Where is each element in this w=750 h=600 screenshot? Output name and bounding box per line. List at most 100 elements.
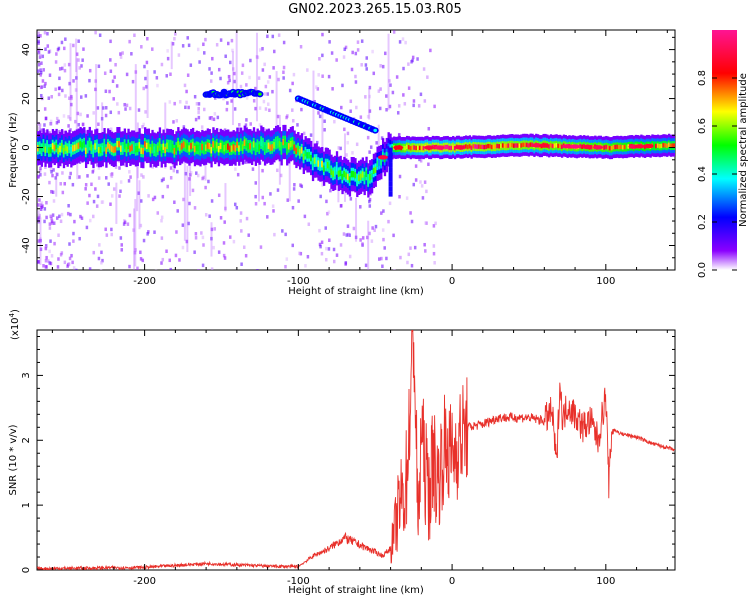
heatmap-noise-cell <box>84 187 87 191</box>
heatmap-ridge-cell <box>660 143 663 149</box>
heatmap-noise-cell <box>146 232 149 236</box>
heatmap-noise-cell <box>38 213 41 218</box>
heatmap-noise-cell <box>254 106 257 111</box>
heatmap-ridge-cell <box>346 173 350 181</box>
heatmap-ridge-cell <box>334 169 337 177</box>
heatmap-noise-cell <box>215 43 219 47</box>
heatmap-noise-cell <box>57 92 61 97</box>
colorbar-ticks: 0.0 0.2 0.4 0.6 0.8 <box>697 70 737 278</box>
heatmap-noise-cell <box>169 267 172 270</box>
heatmap-ridge-cell <box>527 143 531 148</box>
heatmap-noise-cell <box>333 119 336 124</box>
heatmap-peak-cell <box>377 155 388 160</box>
heatmap-noise-cell <box>404 40 407 45</box>
heatmap-ridge-cell <box>322 165 326 172</box>
heatmap-noise-cell <box>223 220 226 224</box>
heatmap-ridge-cell <box>68 143 71 151</box>
heatmap-ridge-cell <box>500 143 503 149</box>
heatmap-ridge-cell <box>188 145 191 152</box>
heatmap-peak-cell <box>582 144 593 150</box>
heatmap-noise-cell <box>168 100 172 104</box>
heatmap-noise-cell <box>414 178 418 182</box>
heatmap-noise-streak <box>367 220 370 270</box>
heatmap-noise-cell <box>164 269 167 270</box>
heatmap-noise-cell <box>432 224 436 228</box>
heatmap-noise-cell <box>183 83 187 88</box>
heatmap-ridge-cell <box>55 142 58 150</box>
heatmap-noise-cell <box>293 183 296 187</box>
heatmap-noise-cell <box>360 39 364 43</box>
heatmap-noise-cell <box>43 30 47 35</box>
heatmap-noise-cell <box>37 31 40 36</box>
heatmap-noise-cell <box>109 39 112 44</box>
heatmap-noise-cell <box>37 39 40 44</box>
heatmap-noise-cell <box>257 76 261 80</box>
heatmap-noise-cell <box>410 263 414 268</box>
heatmap-noise-cell <box>145 60 149 65</box>
heatmap-noise-cell <box>320 251 324 256</box>
heatmap-ridge-cell <box>350 170 353 178</box>
heatmap-ridge-cell <box>140 147 143 154</box>
heatmap-ridge-cell <box>667 142 671 147</box>
heatmap-ridge-cell <box>653 143 656 149</box>
heatmap-noise-cell <box>38 169 42 173</box>
heatmap-noise-cell <box>142 238 146 243</box>
heatmap-noise-cell <box>118 166 121 170</box>
heatmap-ridge-cell <box>477 144 481 149</box>
heatmap-noise-cell <box>44 258 48 263</box>
heatmap-noise-cell <box>72 266 76 270</box>
heatmap-noise-cell <box>84 183 88 187</box>
heatmap-noise-cell <box>259 245 263 249</box>
heatmap-noise-cell <box>201 176 204 181</box>
heatmap-ridge-cell <box>507 143 510 148</box>
x-tick-label: -200 <box>133 576 156 587</box>
heatmap-noise-streak <box>275 71 278 155</box>
heatmap-noise-cell <box>423 242 426 247</box>
heatmap-ridge-cell <box>190 142 193 150</box>
heatmap-ridge-cell <box>415 145 418 151</box>
heatmap-noise-cell <box>141 125 144 129</box>
heatmap-noise-cell <box>123 102 126 107</box>
heatmap-noise-cell <box>268 75 272 79</box>
heatmap-noise-cell <box>187 43 191 48</box>
heatmap-ridge-cell <box>470 145 473 150</box>
heatmap-ridge-cell <box>516 143 519 148</box>
heatmap-ridge-cell <box>105 147 108 154</box>
heatmap-noise-cell <box>78 175 81 179</box>
heatmap-noise-cell <box>45 255 48 260</box>
heatmap-feature-cell <box>258 92 262 96</box>
heatmap-noise-cell <box>47 259 50 263</box>
heatmap-ridge-cell <box>258 144 261 151</box>
colorbar: 0.0 0.2 0.4 0.6 0.8 Normalized spectral ampl… <box>697 30 749 278</box>
heatmap-noise-cell <box>204 37 207 42</box>
heatmap-ridge-cell <box>614 144 617 150</box>
heatmap-noise-cell <box>95 204 99 208</box>
heatmap-noise-cell <box>239 84 243 89</box>
heatmap-ridge-cell <box>66 146 69 153</box>
heatmap-ridge-cell <box>177 141 180 148</box>
heatmap-ridge-cell <box>444 144 448 150</box>
heatmap-noise-cell <box>217 67 221 72</box>
heatmap-noise-cell <box>69 212 72 217</box>
heatmap-noise-cell <box>368 197 372 202</box>
heatmap-ridge-cell <box>370 173 374 180</box>
heatmap-noise-cell <box>50 189 53 194</box>
heatmap-noise-cell <box>81 58 84 62</box>
heatmap-noise-cell <box>366 235 369 240</box>
heatmap-ridge-cell <box>241 144 245 151</box>
heatmap-noise-cell <box>366 135 370 140</box>
heatmap-noise-cell <box>321 53 324 58</box>
heatmap-noise-cell <box>335 58 338 62</box>
heatmap-ridge-cell <box>380 158 383 166</box>
heatmap-noise-cell <box>160 261 163 265</box>
heatmap-noise-cell <box>134 70 138 74</box>
heatmap-ridge-cell <box>160 147 163 154</box>
heatmap-noise-cell <box>234 167 237 171</box>
heatmap-noise-cell <box>364 263 368 268</box>
heatmap-ridge-cell <box>655 143 658 149</box>
heatmap-noise-cell <box>176 209 179 213</box>
heatmap-noise-cell <box>184 171 188 176</box>
heatmap-noise-cell <box>282 65 286 70</box>
heatmap-noise-cell <box>354 74 357 79</box>
